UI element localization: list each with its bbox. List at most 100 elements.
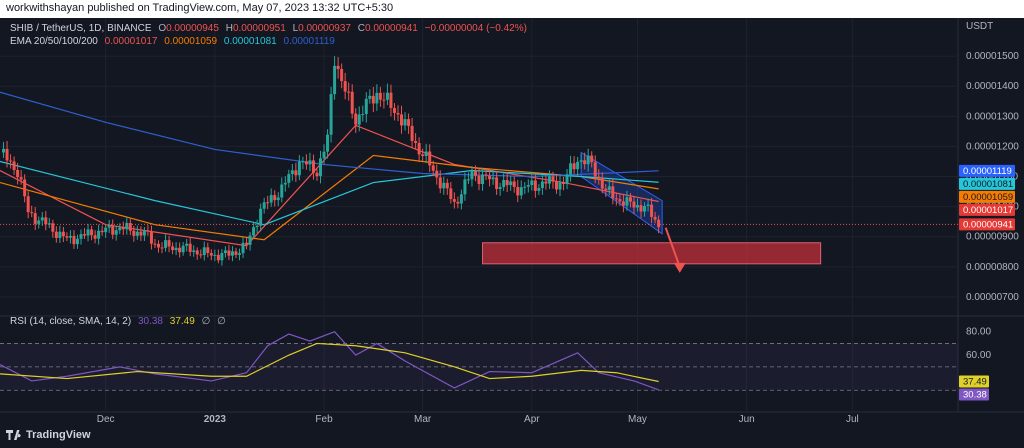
candle <box>142 227 146 241</box>
candle <box>583 152 587 170</box>
candle-body <box>156 243 160 248</box>
candle <box>220 249 224 266</box>
candle-body <box>245 242 249 245</box>
candle-body <box>220 253 224 261</box>
candle-body <box>238 253 241 255</box>
candle-body <box>100 230 104 233</box>
candle-body <box>37 220 41 224</box>
candle-body <box>442 182 446 189</box>
candle-body <box>407 119 411 126</box>
candle-body <box>336 65 340 70</box>
candle-body <box>262 202 266 209</box>
candle-body <box>280 184 284 198</box>
price-badge-label: 0.00001059 <box>963 192 1013 203</box>
candle-body <box>139 231 143 236</box>
candle <box>322 144 326 164</box>
candle <box>385 83 389 105</box>
candle <box>632 195 636 214</box>
candle-body <box>16 170 20 178</box>
chart-canvas[interactable]: USDT 0.00001500 0.00001400 0.00001300 0.0000… <box>0 18 1024 426</box>
price-badge-bg <box>959 218 1015 231</box>
footer-brand[interactable]: TradingView <box>6 429 91 441</box>
candle <box>245 237 249 250</box>
rsi-label[interactable]: RSI (14, close, SMA, 14, 2) <box>10 316 132 327</box>
candle <box>202 241 206 261</box>
candle-body <box>579 160 583 162</box>
candle <box>466 172 470 184</box>
rsi-tick-label: 80.00 <box>966 327 991 338</box>
candle <box>90 225 94 241</box>
time-tick-label: Feb <box>315 414 333 425</box>
price-tick-label: 0.00001500 <box>966 51 1019 62</box>
candle <box>403 112 407 131</box>
time-tick-label: Mar <box>414 414 432 425</box>
candle-body <box>576 161 580 170</box>
low-label: L <box>292 23 299 34</box>
candle-body <box>61 231 65 237</box>
candle-body <box>65 236 69 238</box>
candle <box>213 249 217 262</box>
symbol-label[interactable]: SHIB / TetherUS, 1D, BINANCE <box>10 23 152 34</box>
candle <box>378 87 382 107</box>
candle <box>5 141 9 168</box>
candle <box>646 198 650 212</box>
candle-body <box>586 155 590 165</box>
candle-body <box>329 94 333 135</box>
candle-body <box>410 125 414 141</box>
candle <box>206 242 210 258</box>
candle-body <box>357 114 361 125</box>
candle-body <box>628 197 632 202</box>
candle <box>473 165 477 182</box>
candle-body <box>12 161 16 171</box>
candle-body <box>491 177 495 180</box>
candle <box>625 190 629 211</box>
candle-body <box>459 194 463 204</box>
candle-body <box>51 223 55 232</box>
candle-body <box>544 181 548 184</box>
price-tick-label: 0.00001200 <box>966 141 1019 152</box>
candle-body <box>33 213 37 224</box>
time-tick-label: May <box>628 414 647 425</box>
candle-body <box>431 165 435 171</box>
rsi-badge-label: 37.49 <box>963 377 987 388</box>
candle-body <box>597 176 601 179</box>
candle-body <box>516 186 520 196</box>
candle <box>139 226 143 241</box>
candle <box>329 86 333 143</box>
candle-body <box>417 142 421 155</box>
tradingview-logo-icon <box>6 430 21 441</box>
candle <box>44 210 48 231</box>
ema-label[interactable]: EMA 20/50/100/200 <box>10 36 98 47</box>
candle <box>410 117 414 149</box>
candle <box>562 176 566 191</box>
candle-body <box>396 112 400 115</box>
candle-body <box>178 247 182 253</box>
candle <box>294 162 298 182</box>
candle-body <box>375 92 379 104</box>
price-badge: 0.00001059 <box>959 190 1015 203</box>
candle-body <box>181 245 185 253</box>
candle <box>54 226 58 243</box>
candle-body <box>340 69 344 82</box>
candle-body <box>519 187 523 196</box>
candle <box>407 113 411 134</box>
candle-body <box>290 170 294 175</box>
candle-body <box>343 81 347 92</box>
candle <box>505 172 509 193</box>
candle <box>16 162 20 185</box>
candle <box>188 237 192 257</box>
candle <box>336 57 340 79</box>
candle <box>537 184 541 195</box>
candle <box>230 246 234 262</box>
price-badge-label: 0.00001081 <box>963 179 1013 190</box>
candle-body <box>498 187 502 189</box>
candle-body <box>466 179 470 181</box>
time-tick-label: 2023 <box>204 414 227 425</box>
candle <box>238 248 241 261</box>
candle-body <box>484 174 488 176</box>
price-badge: 0.00001081 <box>959 177 1015 190</box>
rsi-tick-label: 60.00 <box>966 350 991 361</box>
candle <box>375 84 379 111</box>
candle <box>530 173 534 191</box>
candle-body <box>354 113 358 125</box>
